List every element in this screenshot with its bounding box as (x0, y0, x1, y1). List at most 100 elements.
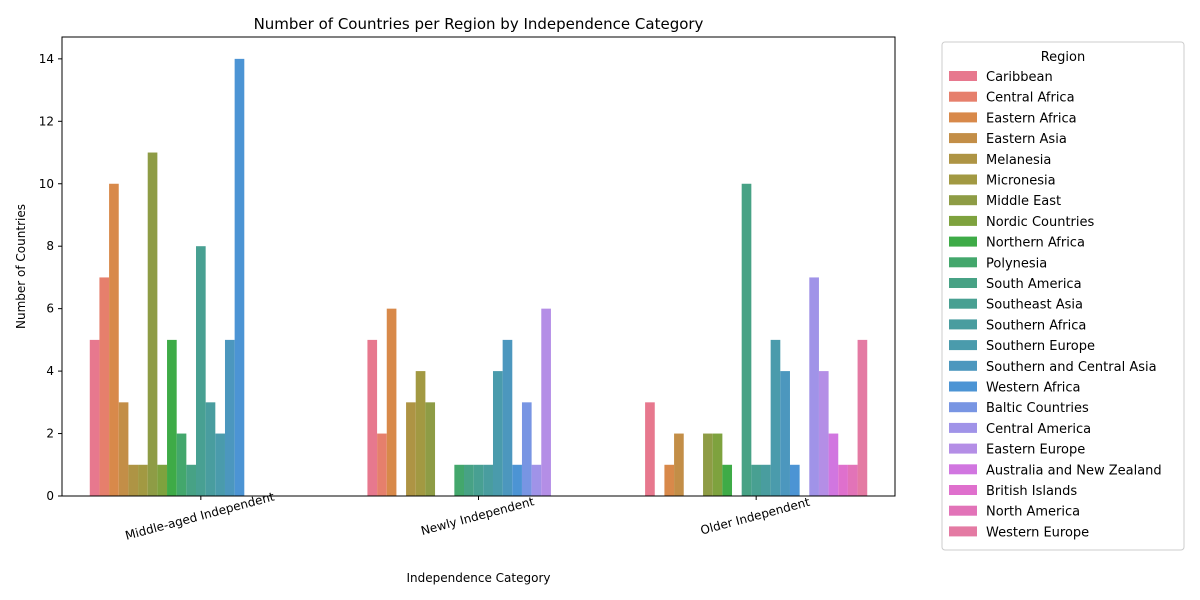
bar (138, 464, 148, 496)
bar (818, 371, 829, 496)
bar (89, 339, 100, 496)
bar (492, 371, 503, 496)
legend-label: North America (986, 505, 1080, 520)
legend-swatch (949, 319, 977, 330)
bar (712, 433, 723, 496)
y-tick-label: 14 (39, 52, 54, 66)
legend-swatch (949, 340, 977, 351)
bar (722, 464, 733, 496)
bar (828, 433, 839, 496)
bar (157, 464, 168, 496)
bar (118, 402, 129, 496)
y-tick-label: 2 (46, 427, 54, 441)
plot-frame (61, 36, 896, 497)
legend-label: Southeast Asia (986, 298, 1083, 313)
legend-label: Polynesia (986, 256, 1047, 271)
bar (521, 402, 532, 496)
y-tick-label: 10 (39, 177, 54, 191)
y-tick-label: 8 (46, 239, 54, 253)
bar (196, 246, 206, 496)
x-axis: Middle-aged Independent Newly Independent… (124, 489, 812, 542)
bar (838, 464, 848, 496)
legend-label: Western Africa (986, 381, 1081, 396)
bar (386, 308, 397, 496)
legend-swatch (949, 215, 977, 226)
bar (176, 433, 187, 496)
legend-label: Central America (986, 422, 1091, 437)
bar (770, 339, 781, 496)
bar (454, 464, 465, 496)
legend-swatch (949, 464, 977, 475)
legend-label: Micronesia (986, 174, 1056, 189)
legend-label: Baltic Countries (986, 401, 1089, 416)
legend-swatch (949, 112, 977, 123)
y-tick-label: 6 (46, 302, 54, 316)
bar (741, 183, 752, 496)
legend-swatch (949, 485, 977, 495)
bar (367, 339, 378, 496)
bar (167, 339, 177, 496)
legend-label: Middle East (986, 194, 1061, 209)
legend-label: Southern Europe (986, 339, 1095, 354)
bar (425, 402, 436, 496)
legend-label: Northern Africa (986, 236, 1085, 251)
legend-label: Melanesia (986, 153, 1051, 168)
legend-label: Australia and New Zealand (986, 463, 1162, 478)
bar (645, 402, 655, 496)
bar (377, 433, 387, 496)
bar (857, 339, 868, 496)
legend-swatch (949, 505, 977, 516)
legend-label: Caribbean (986, 70, 1053, 85)
bar (215, 433, 225, 496)
bar (789, 464, 800, 496)
legend-swatch (949, 195, 977, 206)
bar (780, 371, 790, 496)
legend-label: Eastern Europe (986, 443, 1085, 458)
legend-label: Nordic Countries (986, 215, 1094, 230)
legend-swatch (949, 174, 977, 185)
legend-label: Eastern Africa (986, 111, 1077, 126)
x-axis-title: Independence Category (407, 571, 551, 585)
legend-swatch (949, 278, 977, 288)
bar (751, 464, 761, 496)
y-tick-label: 4 (46, 364, 54, 378)
legend-swatch (949, 71, 977, 81)
bar (847, 464, 858, 496)
bar (464, 464, 474, 496)
legend-swatch (949, 422, 977, 433)
bar (674, 433, 684, 496)
legend-label: Southern and Central Asia (986, 360, 1157, 375)
bar (473, 464, 484, 496)
legend-label: British Islands (986, 484, 1077, 499)
y-tick-label: 0 (46, 489, 54, 503)
legend-label: Western Europe (986, 525, 1089, 540)
bar (128, 464, 139, 496)
x-tick-label: Middle-aged Independent (124, 489, 276, 542)
legend-label: Eastern Asia (986, 132, 1067, 147)
bar (205, 402, 216, 496)
legend-swatch (949, 236, 977, 247)
bar (147, 152, 158, 496)
bar (483, 464, 493, 496)
legend-swatch (949, 153, 977, 164)
bar (761, 464, 771, 496)
x-tick-label: Older Independent (699, 495, 812, 538)
legend-swatch (949, 298, 977, 309)
bar (531, 464, 542, 496)
bars-layer (89, 58, 868, 497)
bar (109, 183, 119, 496)
legend-swatch (949, 257, 977, 268)
legend-box (941, 41, 1185, 551)
legend-swatch (949, 360, 977, 371)
y-tick-label: 12 (39, 114, 54, 128)
legend-label: South America (986, 277, 1082, 292)
y-axis-title: Number of Countries (14, 204, 28, 329)
bar (186, 464, 197, 496)
legend-swatch (949, 381, 977, 392)
y-axis: 0 2 4 6 8 10 12 14 (39, 52, 62, 503)
legend-swatch (949, 526, 977, 537)
legend-swatch (949, 443, 977, 454)
bar (224, 339, 235, 496)
